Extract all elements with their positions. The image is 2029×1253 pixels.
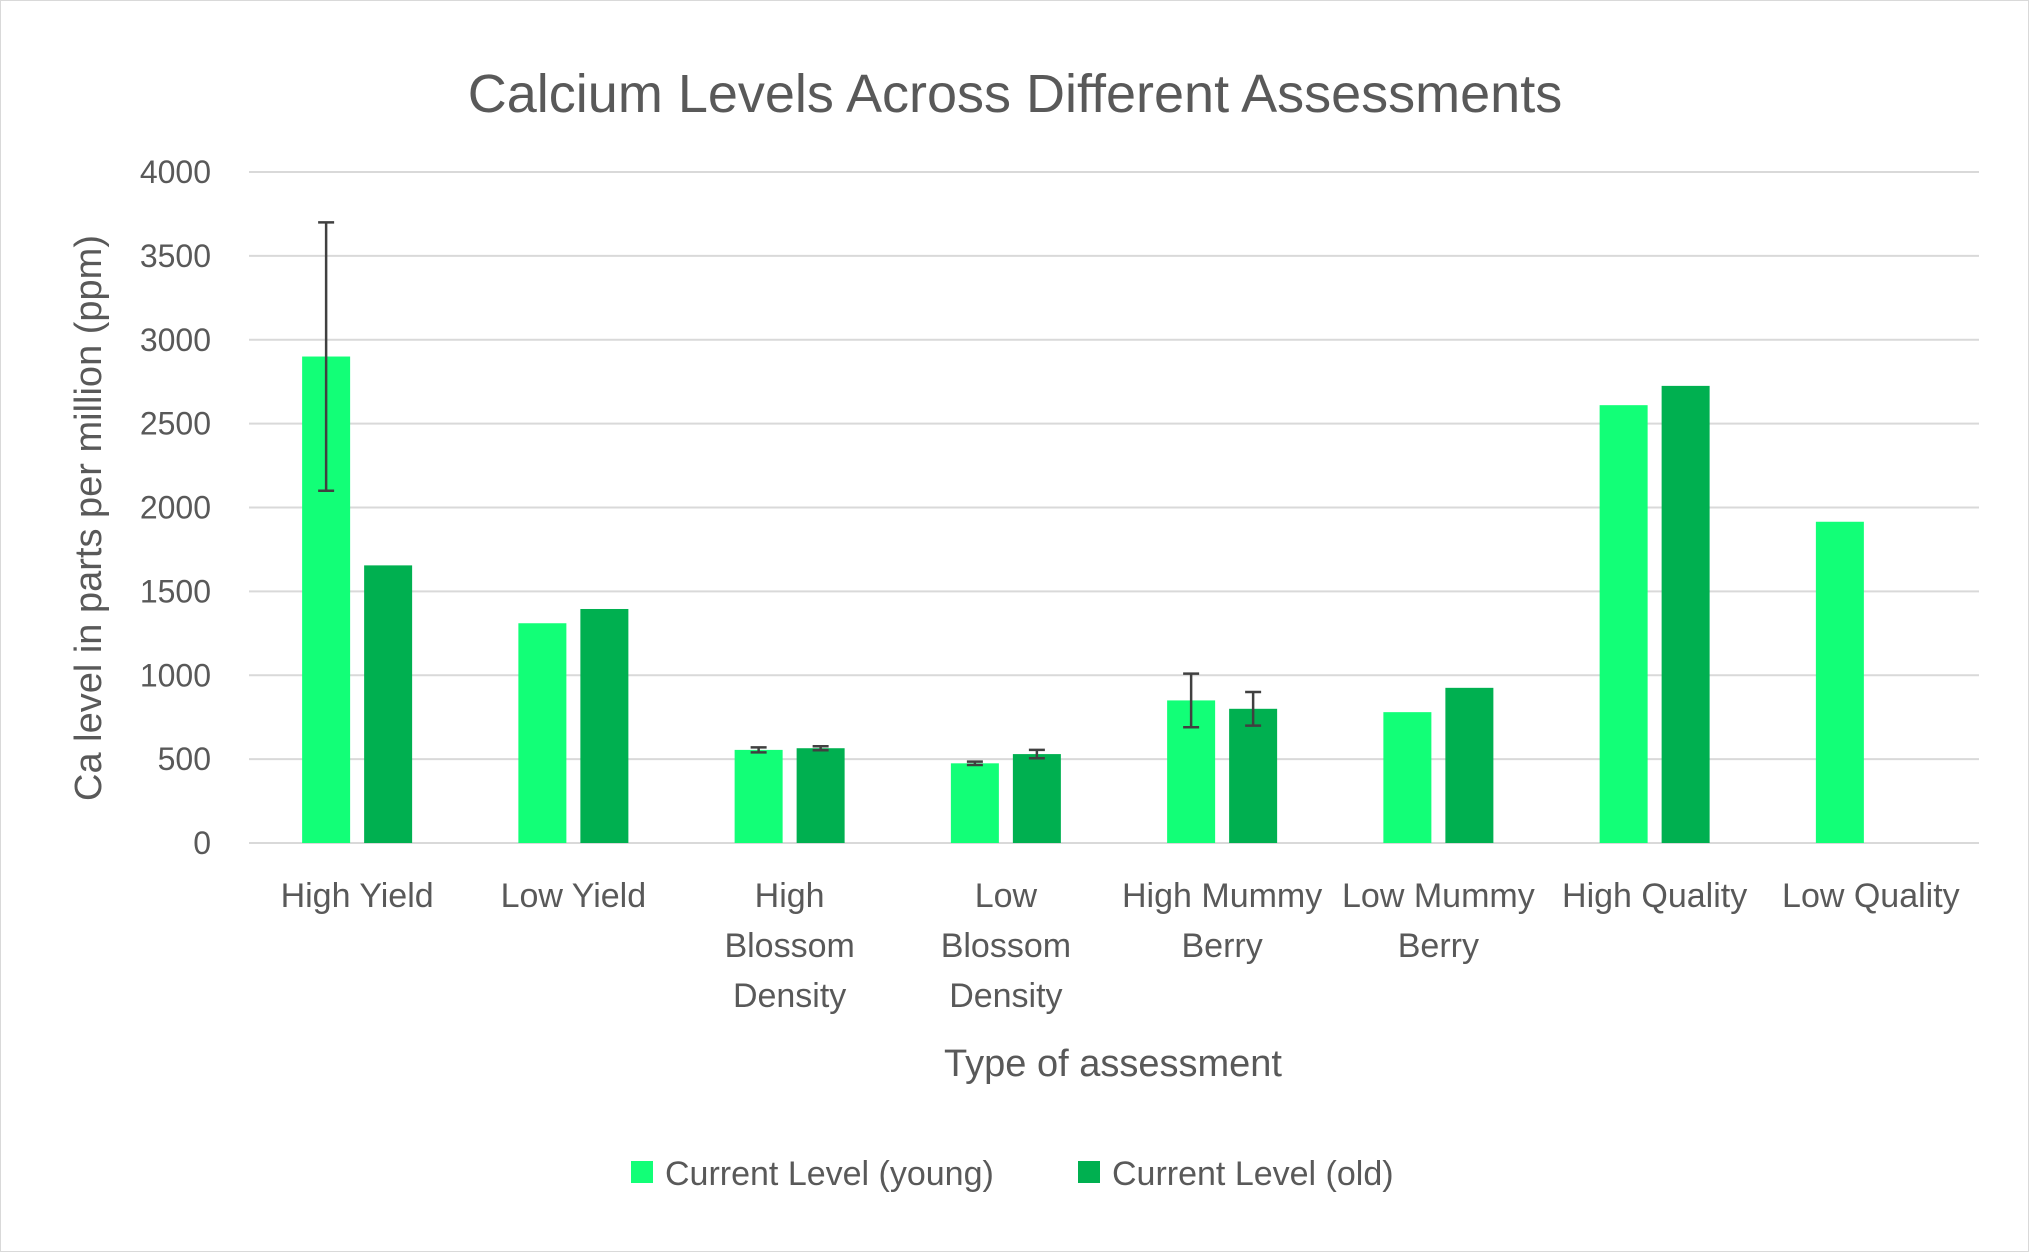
x-category-label: Low Quality bbox=[1782, 877, 1960, 915]
legend-label: Current Level (young) bbox=[665, 1155, 994, 1193]
bar-young-6 bbox=[1599, 405, 1648, 843]
bars bbox=[302, 356, 1864, 843]
error-bar bbox=[966, 760, 983, 767]
y-tick-label: 1500 bbox=[140, 573, 211, 609]
bar-young-1 bbox=[518, 623, 567, 843]
bar-old-0 bbox=[364, 565, 413, 843]
bar-old-2 bbox=[796, 748, 845, 843]
bar-old-1 bbox=[580, 608, 629, 843]
error-bar bbox=[812, 744, 829, 752]
x-category-label: Low Mummy Berry bbox=[1342, 877, 1535, 965]
y-axis-title: Ca level in parts per million (ppm) bbox=[68, 235, 110, 801]
bar-young-7 bbox=[1815, 521, 1864, 843]
bar-old-4 bbox=[1229, 708, 1278, 843]
error-bar bbox=[1183, 672, 1200, 729]
legend-label: Current Level (old) bbox=[1112, 1155, 1394, 1193]
y-axis-ticks: 0 500 1000 1500 2000 2500 3000 3500 4000 bbox=[140, 154, 211, 861]
error-bar bbox=[750, 746, 767, 754]
bar-young-2 bbox=[734, 749, 783, 843]
y-tick-label: 2500 bbox=[140, 406, 211, 442]
legend: Current Level (young) Current Level (old) bbox=[631, 1155, 1394, 1193]
legend-item-young: Current Level (young) bbox=[631, 1155, 994, 1193]
y-tick-label: 4000 bbox=[140, 154, 211, 190]
legend-item-old: Current Level (old) bbox=[1078, 1155, 1394, 1193]
y-tick-label: 500 bbox=[158, 741, 211, 777]
bar-old-3 bbox=[1012, 754, 1061, 843]
error-bar bbox=[1245, 690, 1262, 727]
bar-old-6 bbox=[1661, 385, 1710, 843]
y-tick-label: 3000 bbox=[140, 322, 211, 358]
bar-old-5 bbox=[1445, 687, 1494, 843]
x-category-label: High Quality bbox=[1562, 877, 1747, 915]
gridlines bbox=[249, 171, 1979, 844]
y-tick-label: 2000 bbox=[140, 490, 211, 526]
chart-title: Calcium Levels Across Different Assessme… bbox=[468, 64, 1562, 124]
bar-young-3 bbox=[950, 763, 999, 843]
y-tick-label: 0 bbox=[193, 825, 211, 861]
x-category-label: High Yield bbox=[281, 877, 434, 915]
y-tick-label: 3500 bbox=[140, 238, 211, 274]
x-axis-title: Type of assessment bbox=[944, 1043, 1282, 1085]
error-bars bbox=[318, 221, 1262, 767]
y-tick-label: 1000 bbox=[140, 657, 211, 693]
x-category-label: High Blossom Density bbox=[724, 877, 854, 1015]
error-bar bbox=[1028, 748, 1045, 760]
bar-young-5 bbox=[1383, 712, 1432, 843]
error-bar bbox=[318, 221, 335, 492]
legend-swatch bbox=[1078, 1161, 1100, 1183]
x-axis-categories: High Yield Low Yield High Blossom Density Low… bbox=[281, 877, 1960, 1015]
x-category-label: High Mummy Berry bbox=[1122, 877, 1322, 965]
legend-swatch bbox=[631, 1161, 653, 1183]
x-category-label: Low Yield bbox=[501, 877, 647, 915]
x-category-label: Low Blossom Density bbox=[941, 877, 1071, 1015]
